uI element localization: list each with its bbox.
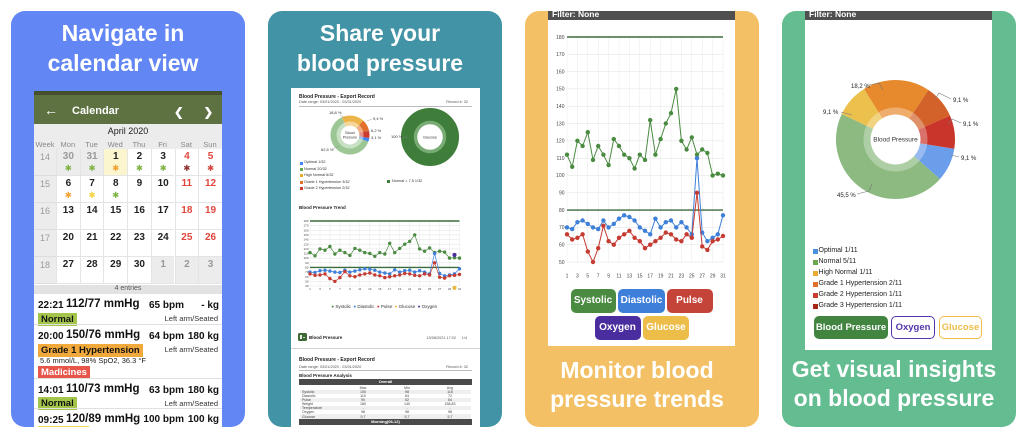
svg-text:170: 170 bbox=[556, 52, 565, 58]
svg-text:9,1 %: 9,1 % bbox=[823, 110, 839, 116]
svg-text:11: 11 bbox=[358, 287, 361, 291]
svg-text:15: 15 bbox=[378, 287, 382, 291]
svg-text:15: 15 bbox=[637, 274, 643, 280]
svg-text:17: 17 bbox=[647, 274, 653, 280]
svg-text:180: 180 bbox=[303, 219, 308, 223]
svg-text:19: 19 bbox=[658, 274, 664, 280]
svg-text:50: 50 bbox=[559, 260, 565, 266]
svg-text:50: 50 bbox=[305, 279, 309, 283]
svg-text:27: 27 bbox=[699, 274, 705, 280]
svg-text:9,4 %: 9,4 % bbox=[373, 116, 384, 121]
svg-text:19: 19 bbox=[398, 287, 402, 291]
svg-text:160: 160 bbox=[556, 69, 565, 75]
svg-text:Blood: Blood bbox=[345, 131, 354, 135]
svg-text:40: 40 bbox=[305, 284, 309, 288]
svg-text:18,2 %: 18,2 % bbox=[851, 84, 870, 90]
svg-text:17: 17 bbox=[388, 287, 392, 291]
svg-text:29: 29 bbox=[448, 287, 452, 291]
svg-text:70: 70 bbox=[559, 225, 565, 231]
svg-text:23: 23 bbox=[679, 274, 685, 280]
svg-text:100: 100 bbox=[303, 256, 308, 260]
svg-text:160: 160 bbox=[303, 228, 308, 232]
svg-text:80: 80 bbox=[305, 266, 309, 270]
svg-text:9: 9 bbox=[607, 274, 610, 280]
svg-text:3,1 %: 3,1 % bbox=[371, 135, 382, 140]
svg-text:25: 25 bbox=[428, 287, 432, 291]
svg-text:9,1 %: 9,1 % bbox=[961, 156, 977, 162]
svg-text:Glucose: Glucose bbox=[423, 136, 437, 140]
svg-text:21: 21 bbox=[408, 287, 412, 291]
svg-text:11: 11 bbox=[616, 274, 621, 280]
svg-text:60: 60 bbox=[305, 275, 309, 279]
svg-text:5: 5 bbox=[329, 287, 331, 291]
svg-text:5: 5 bbox=[586, 274, 589, 280]
svg-text:13: 13 bbox=[627, 274, 633, 280]
svg-text:25: 25 bbox=[689, 274, 695, 280]
svg-text:Blood Pressure: Blood Pressure bbox=[873, 137, 918, 144]
svg-text:130: 130 bbox=[556, 121, 565, 127]
svg-text:31: 31 bbox=[458, 287, 462, 291]
svg-text:140: 140 bbox=[303, 238, 308, 242]
svg-text:130: 130 bbox=[303, 242, 308, 246]
svg-text:120: 120 bbox=[556, 139, 565, 145]
svg-text:80: 80 bbox=[559, 208, 565, 214]
svg-text:70: 70 bbox=[305, 270, 309, 274]
svg-text:180: 180 bbox=[556, 35, 565, 41]
svg-text:110: 110 bbox=[304, 252, 309, 256]
svg-text:60: 60 bbox=[559, 242, 565, 248]
svg-text:29: 29 bbox=[710, 274, 716, 280]
svg-text:150: 150 bbox=[303, 233, 308, 237]
svg-text:45,5 %: 45,5 % bbox=[837, 193, 856, 199]
svg-text:21: 21 bbox=[668, 274, 674, 280]
svg-text:18,8 %: 18,8 % bbox=[329, 110, 342, 115]
svg-text:7: 7 bbox=[339, 287, 341, 291]
svg-text:100: 100 bbox=[556, 173, 565, 179]
svg-text:27: 27 bbox=[438, 287, 442, 291]
svg-text:3: 3 bbox=[576, 274, 579, 280]
svg-text:23: 23 bbox=[418, 287, 422, 291]
svg-text:1: 1 bbox=[566, 274, 569, 280]
svg-text:100 %: 100 % bbox=[391, 134, 403, 139]
svg-text:9,1 %: 9,1 % bbox=[963, 122, 979, 128]
svg-text:3: 3 bbox=[319, 287, 321, 291]
svg-text:9,1 %: 9,1 % bbox=[953, 98, 969, 104]
svg-text:90: 90 bbox=[305, 261, 309, 265]
svg-text:170: 170 bbox=[303, 224, 308, 228]
svg-text:13: 13 bbox=[368, 287, 372, 291]
svg-text:9: 9 bbox=[349, 287, 351, 291]
svg-text:150: 150 bbox=[556, 87, 565, 93]
svg-text:120: 120 bbox=[303, 247, 308, 251]
svg-text:62,5 %: 62,5 % bbox=[321, 147, 334, 152]
svg-text:6,2 %: 6,2 % bbox=[371, 128, 382, 133]
svg-text:90: 90 bbox=[559, 191, 565, 197]
svg-text:110: 110 bbox=[557, 156, 565, 162]
svg-text:7: 7 bbox=[597, 274, 600, 280]
svg-text:Pressure: Pressure bbox=[343, 136, 357, 140]
svg-text:31: 31 bbox=[720, 274, 726, 280]
svg-text:1: 1 bbox=[309, 287, 311, 291]
svg-text:140: 140 bbox=[556, 104, 565, 110]
